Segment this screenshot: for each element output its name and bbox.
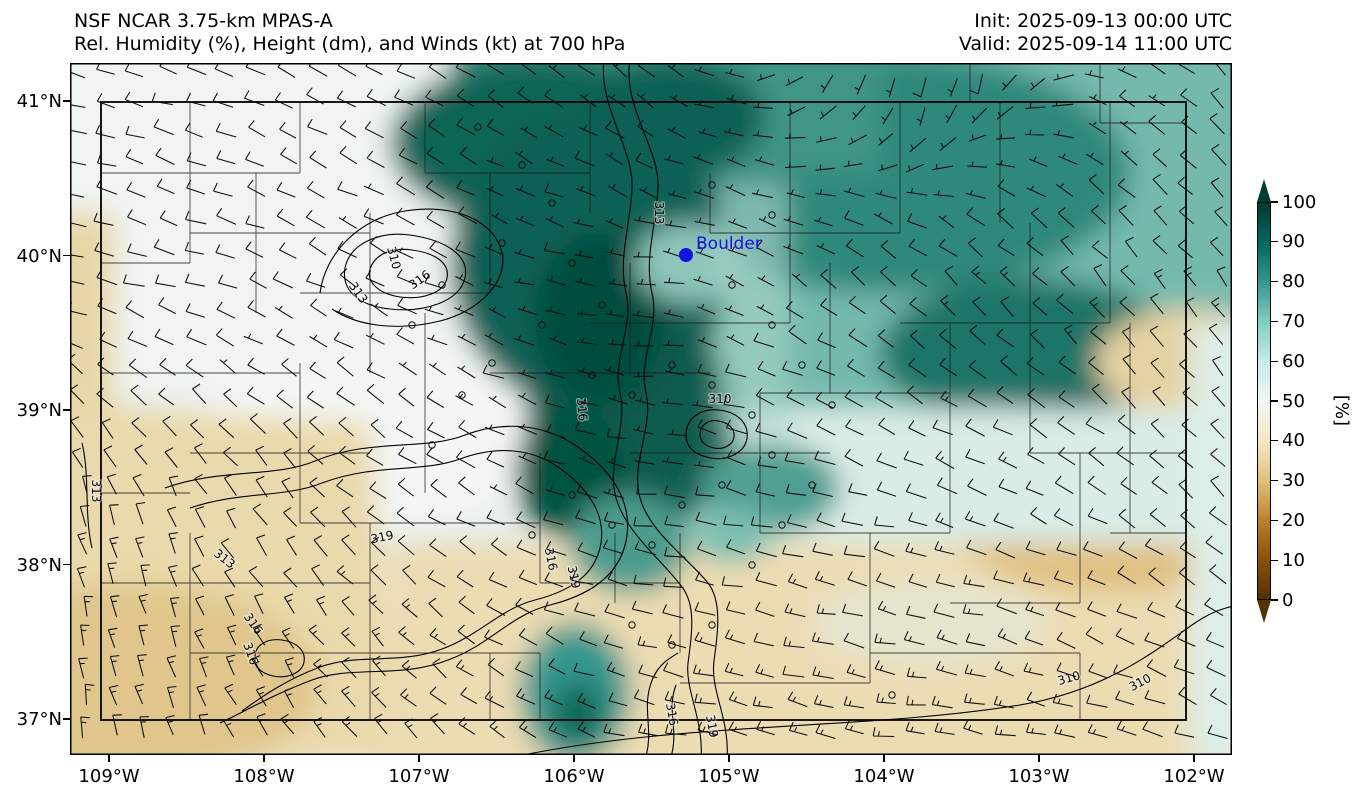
- lat-tick-mark: [63, 409, 70, 411]
- colorbar-tick-label: 100: [1282, 191, 1317, 213]
- lon-tick-label: 109°W: [78, 766, 140, 787]
- lon-tick-label: 102°W: [1163, 766, 1225, 787]
- lon-tick-mark: [1193, 755, 1195, 762]
- colorbar-tick-mark: [1271, 400, 1278, 402]
- wind-barbs: [70, 63, 1228, 740]
- lat-tick-mark: [63, 563, 70, 566]
- colorbar-extend-max-arrow: [1257, 179, 1271, 202]
- lat-tick-label: 41°N: [16, 91, 62, 112]
- colorbar-tick-label: 10: [1282, 549, 1305, 571]
- lat-tick-label: 38°N: [16, 554, 62, 576]
- model-title: NSF NCAR 3.75-km MPAS-A: [74, 10, 333, 32]
- colorbar-tick-mark: [1271, 559, 1278, 561]
- lat-tick-mark: [63, 100, 70, 102]
- contour-label: 310: [709, 392, 732, 406]
- colorbar-tick-label: 40: [1282, 430, 1305, 452]
- contour-label: 313: [89, 480, 103, 503]
- lat-tick-label: 37°N: [16, 709, 62, 730]
- lat-tick-mark: [63, 718, 70, 720]
- field-title: Rel. Humidity (%), Height (dm), and Wind…: [74, 33, 626, 55]
- colorbar-unit-label: [%]: [1331, 394, 1353, 427]
- colorbar-tick-mark: [1271, 280, 1278, 283]
- lon-tick-mark: [418, 755, 420, 762]
- map-plot-area: 313 316 310 313 316 310 319 313 316 316 319 316 310 3…: [70, 63, 1232, 755]
- contour-label: 319: [565, 565, 583, 590]
- lon-tick-label: 108°W: [233, 766, 295, 787]
- lat-tick-label: 39°N: [16, 400, 62, 421]
- lon-tick-mark: [573, 755, 575, 762]
- colorbar-tick-mark: [1271, 241, 1278, 243]
- init-time: Init: 2025-09-13 00:00 UTC: [974, 10, 1232, 32]
- time-block: Init: 2025-09-13 00:00 UTC Valid: 2025-0…: [959, 10, 1232, 56]
- colorbar-tick-label: 50: [1282, 390, 1305, 412]
- lon-tick-label: 106°W: [543, 766, 605, 787]
- humidity-shading: [70, 63, 1232, 755]
- colorbar-tick-label: 60: [1282, 350, 1305, 372]
- boulder-label: Boulder: [696, 234, 762, 254]
- colorbar-tick-label: 0: [1282, 589, 1294, 611]
- colorbar-tick-label: 80: [1282, 271, 1305, 293]
- colorbar-tick-mark: [1271, 201, 1278, 203]
- state-boundary: [100, 101, 1187, 721]
- lon-tick-mark: [108, 755, 110, 762]
- city-marker-group: Boulder: [679, 234, 762, 262]
- lon-tick-mark: [263, 755, 265, 762]
- lon-tick-label: 107°W: [388, 766, 450, 787]
- lon-tick-mark: [728, 755, 730, 762]
- lon-tick-mark: [1038, 755, 1040, 762]
- valid-time: Valid: 2025-09-14 11:00 UTC: [958, 33, 1232, 55]
- contour-label: 316: [574, 398, 590, 422]
- contour-label: 319: [370, 528, 395, 546]
- colorbar-tick-label: 70: [1282, 310, 1305, 332]
- colorbar-tick-mark: [1271, 440, 1278, 442]
- colorbar-tick-mark: [1271, 599, 1278, 601]
- colorbar-tick-label: 90: [1282, 231, 1305, 253]
- contour-label: 313: [652, 202, 666, 225]
- colorbar-tick-mark: [1271, 360, 1278, 362]
- colorbar-tick-mark: [1271, 519, 1278, 522]
- colorbar-gradient: [1257, 202, 1271, 600]
- lon-tick-label: 103°W: [1008, 766, 1070, 787]
- colorbar-tick-mark: [1271, 320, 1278, 323]
- boulder-marker-dot: [679, 248, 693, 262]
- lon-tick-mark: [883, 755, 885, 762]
- colorbar-tick-label: 30: [1282, 470, 1305, 492]
- contour-label: 316: [663, 702, 681, 727]
- title-block: NSF NCAR 3.75-km MPAS-A Rel. Humidity (%…: [74, 10, 625, 56]
- lat-tick-mark: [63, 254, 70, 257]
- plot-border: [70, 63, 1232, 755]
- colorbar-tick-label: 20: [1282, 509, 1305, 531]
- lon-tick-label: 105°W: [698, 766, 760, 787]
- lon-tick-label: 104°W: [853, 766, 915, 787]
- colorbar-tick-mark: [1271, 479, 1278, 482]
- colorbar: 0 10 20 30 40 50 60 70 80 90 100 [%]: [1240, 168, 1361, 648]
- lat-tick-label: 40°N: [16, 245, 62, 267]
- height-contours: [81, 63, 1232, 755]
- colorbar-extend-min-arrow: [1257, 600, 1271, 623]
